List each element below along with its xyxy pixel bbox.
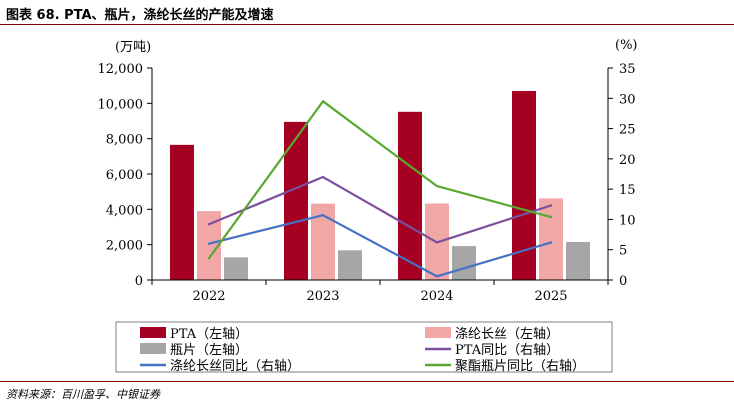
line-bottle_yoy [208,100,552,259]
y-left-tick-label: 0 [135,274,143,289]
y-right-tick-label: 5 [619,244,627,259]
y-right-unit-label: (%) [615,38,638,53]
chart-title: 图表 68. PTA、瓶片，涤纶长丝的产能及增速 [6,8,274,23]
line-polyester_yoy [208,214,552,278]
legend-box [115,321,613,373]
legend-label-pta_yoy: PTA同比（右轴） [455,343,559,358]
y-right-tick-label: 10 [619,213,636,228]
legend-label-bottle: 瓶片（左轴） [170,343,248,358]
bar-bottle-2023 [338,250,362,280]
point-polyester_yoy-2025 [549,241,553,244]
point-polyester_yoy-2022 [207,242,211,245]
y-left-tick-label: 10,000 [98,97,144,112]
x-tick-label: 2025 [534,289,567,304]
title-divider [0,24,734,25]
y-left-tick-label: 8,000 [106,133,143,148]
source-note: 资料来源：百川盈孚、中银证券 [6,388,160,401]
line-pta_yoy [208,175,552,244]
bar-pta-2024 [398,111,422,281]
bar-polyester-2025 [539,198,563,280]
point-bottle_yoy-2022 [207,256,211,260]
y-right-tick-label: 20 [619,153,636,168]
y-left-tick-label: 2,000 [106,239,143,254]
footer-divider [0,381,734,382]
bar-bottle-2024 [452,246,476,280]
bar-pta-2025 [512,90,536,280]
legend-label-pta: PTA（左轴） [170,327,248,342]
x-tick-label: 2022 [192,289,225,304]
bar-bottle-2025 [566,242,590,280]
point-polyester_yoy-2024 [435,275,439,278]
legend-swatch-bottle [140,343,166,354]
point-bottle_yoy-2025 [549,215,553,219]
y-right-tick-label: 30 [619,92,636,107]
legend-label-bottle_yoy: 聚酯瓶片同比（右轴） [455,359,585,374]
point-bottle_yoy-2023 [321,100,325,103]
point-polyester_yoy-2023 [321,213,325,217]
legend-label-polyester_yoy: 涤纶长丝同比（右轴） [170,359,300,374]
y-right-tick-label: 35 [619,62,636,77]
x-tick-label: 2024 [420,289,453,304]
bar-pta-2023 [284,121,308,280]
point-pta_yoy-2023 [321,175,325,179]
point-pta_yoy-2022 [207,223,211,226]
y-left-unit-label: (万吨) [115,40,151,55]
y-left-tick-label: 6,000 [106,168,143,183]
legend-swatch-pta [140,327,166,338]
legend-label-polyester: 涤纶长丝（左轴） [455,327,559,342]
x-tick-label: 2023 [306,289,339,304]
y-right-tick-label: 0 [619,274,627,289]
y-left-tick-label: 12,000 [98,62,144,77]
y-left-tick-label: 4,000 [106,203,143,218]
legend-swatch-polyester [425,327,451,338]
y-right-tick-label: 15 [619,183,636,198]
point-pta_yoy-2024 [435,241,439,244]
y-right-tick-label: 25 [619,123,636,138]
bar-pta-2022 [170,144,194,280]
bar-bottle-2022 [224,257,248,280]
point-bottle_yoy-2024 [435,184,439,188]
point-pta_yoy-2025 [549,204,553,207]
